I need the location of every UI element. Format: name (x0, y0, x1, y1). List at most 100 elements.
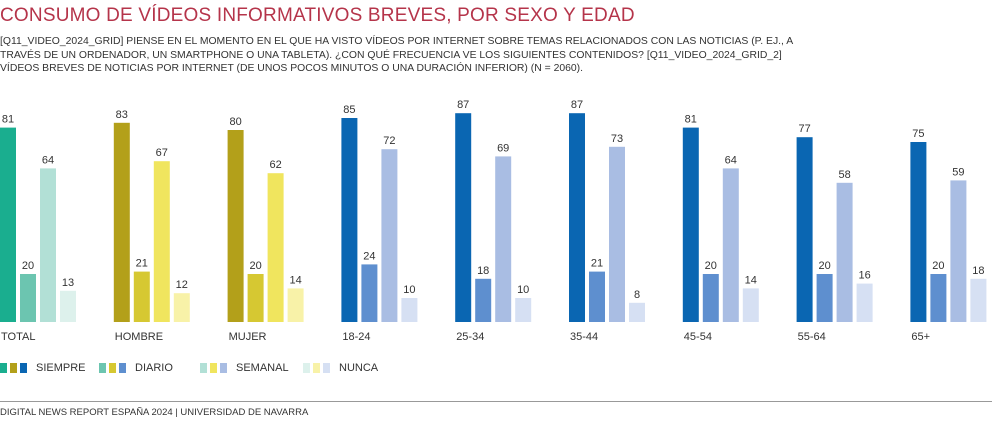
data-label-45-54-siempre: 81 (685, 114, 697, 126)
bar-65-nunca (970, 278, 987, 322)
data-label-25-34-nunca: 10 (517, 284, 529, 296)
bar-18-24-semanal (381, 149, 398, 322)
data-label-35-44-semanal: 73 (611, 133, 623, 145)
bar-hombre-nunca (173, 293, 190, 322)
legend-label: NUNCA (339, 362, 379, 374)
bar-mujer-semanal (267, 173, 284, 322)
legend-label: SIEMPRE (36, 362, 86, 374)
bar-65-siempre (910, 142, 927, 322)
bar-hombre-semanal (153, 161, 170, 322)
bar-hombre-diario (133, 271, 150, 322)
bar-45-54-semanal (722, 168, 739, 322)
bar-65-semanal (950, 180, 967, 322)
data-label-total-nunca: 13 (62, 277, 74, 289)
data-label-35-44-nunca: 8 (634, 289, 640, 301)
data-label-25-34-diario: 18 (477, 265, 489, 277)
bar-mujer-nunca (287, 288, 304, 322)
bar-mujer-siempre (227, 130, 244, 322)
bar-total-siempre (0, 127, 16, 322)
bar-25-34-diario (475, 278, 492, 322)
footer-source: DIGITAL NEWS REPORT ESPAÑA 2024 | UNIVER… (0, 407, 309, 418)
legend-swatch (323, 363, 330, 373)
legend-swatch (303, 363, 310, 373)
data-label-55-64-diario: 20 (818, 260, 830, 272)
data-label-35-44-diario: 21 (591, 258, 603, 270)
bar-total-semanal (40, 168, 56, 322)
data-label-18-24-diario: 24 (363, 250, 375, 262)
legend-swatch (99, 363, 106, 373)
bar-25-34-semanal (495, 156, 512, 322)
data-label-18-24-siempre: 85 (343, 104, 355, 116)
data-label-hombre-semanal: 67 (156, 147, 168, 159)
bar-18-24-siempre (341, 118, 358, 322)
bar-55-64-nunca (856, 283, 873, 322)
bar-45-54-diario (702, 274, 719, 322)
data-label-total-diario: 20 (22, 260, 34, 272)
category-label-65: 65+ (911, 331, 930, 343)
legend-swatch (109, 363, 116, 373)
data-label-hombre-diario: 21 (136, 258, 148, 270)
data-label-35-44-siempre: 87 (571, 99, 583, 111)
bar-55-64-semanal (836, 182, 853, 322)
bar-65-diario (930, 274, 947, 322)
data-label-total-siempre: 81 (2, 114, 14, 126)
bar-35-44-semanal (609, 146, 625, 322)
legend-label: SEMANAL (236, 362, 289, 374)
footer-divider (0, 401, 992, 402)
data-label-55-64-nunca: 16 (858, 270, 870, 282)
legend-swatch (119, 363, 126, 373)
legend-swatch (313, 363, 320, 373)
bar-18-24-nunca (401, 298, 418, 322)
bar-45-54-siempre (682, 127, 699, 322)
category-label-55-64: 55-64 (798, 331, 826, 343)
data-label-65-nunca: 18 (972, 265, 984, 277)
bar-18-24-diario (361, 264, 378, 322)
legend-swatch (210, 363, 217, 373)
category-label-35-44: 35-44 (570, 331, 598, 343)
data-label-55-64-siempre: 77 (798, 123, 810, 135)
bar-35-44-diario (589, 271, 605, 322)
data-label-total-semanal: 64 (42, 154, 54, 166)
data-label-hombre-siempre: 83 (116, 109, 128, 121)
chart-subtitle: [Q11_VIDEO_2024_GRID] PIENSE EN EL MOMEN… (0, 36, 793, 74)
data-label-hombre-nunca: 12 (176, 279, 188, 291)
category-label-hombre: HOMBRE (115, 331, 163, 343)
data-label-mujer-semanal: 62 (269, 159, 281, 171)
category-label-mujer: MUJER (229, 331, 267, 343)
category-label-18-24: 18-24 (342, 331, 370, 343)
legend-swatch (20, 363, 27, 373)
bar-55-64-diario (816, 274, 833, 322)
bar-hombre-siempre (113, 122, 130, 322)
data-label-18-24-nunca: 10 (403, 284, 415, 296)
data-label-mujer-nunca: 14 (289, 274, 301, 286)
data-label-25-34-siempre: 87 (457, 99, 469, 111)
legend-swatch (0, 363, 7, 373)
legend-label: DIARIO (135, 362, 173, 374)
data-label-18-24-semanal: 72 (383, 135, 395, 147)
bar-25-34-nunca (515, 298, 532, 322)
bar-25-34-siempre (455, 113, 472, 322)
data-label-65-diario: 20 (932, 260, 944, 272)
data-label-mujer-diario: 20 (249, 260, 261, 272)
data-label-25-34-semanal: 69 (497, 142, 509, 154)
category-label-total: TOTAL (1, 331, 35, 343)
data-label-45-54-nunca: 14 (745, 274, 757, 286)
bar-mujer-diario (247, 274, 264, 322)
bar-45-54-nunca (742, 288, 759, 322)
data-label-45-54-diario: 20 (705, 260, 717, 272)
bar-total-nunca (60, 290, 76, 322)
data-label-65-siempre: 75 (912, 128, 924, 140)
category-label-45-54: 45-54 (684, 331, 712, 343)
data-label-45-54-semanal: 64 (725, 154, 737, 166)
bar-35-44-nunca (629, 302, 645, 322)
legend-swatch (10, 363, 17, 373)
bar-chart: 81 20 64 13 TOTAL 83 21 67 12 HOMBRE 80 20 62 14 MUJER… (0, 99, 987, 343)
bar-35-44-siempre (569, 113, 585, 322)
category-label-25-34: 25-34 (456, 331, 484, 343)
legend-swatch (200, 363, 207, 373)
data-label-mujer-siempre: 80 (229, 116, 241, 128)
bar-total-diario (20, 274, 36, 322)
data-label-55-64-semanal: 58 (838, 169, 850, 181)
chart-title: CONSUMO DE VÍDEOS INFORMATIVOS BREVES, P… (0, 5, 635, 26)
legend-swatch (220, 363, 227, 373)
